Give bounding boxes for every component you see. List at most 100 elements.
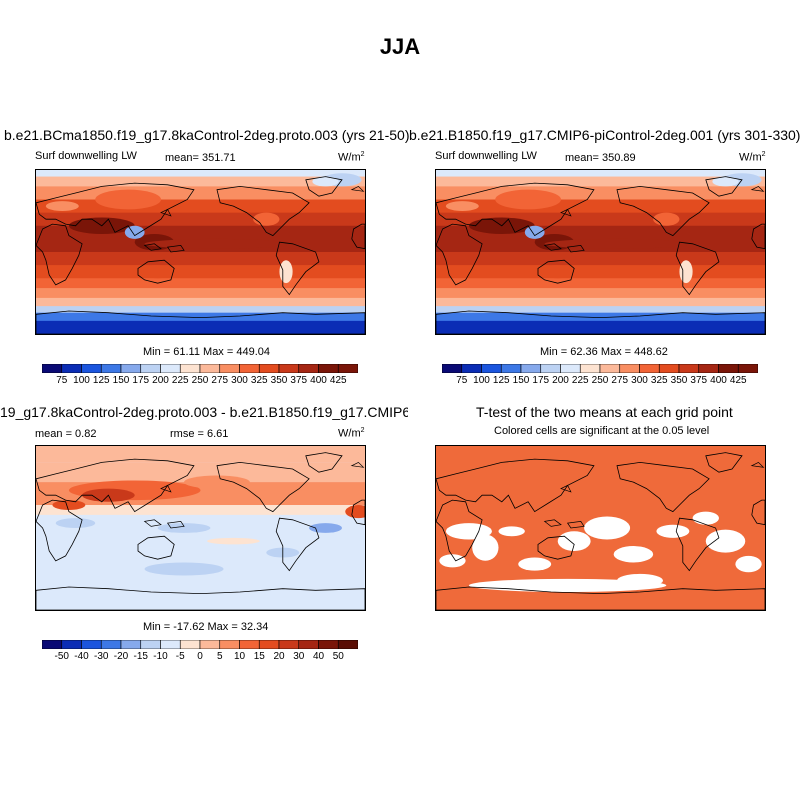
map-panel-top-left [35,169,366,335]
colorbar-tick-label: 150 [112,375,130,386]
field-band [436,297,765,307]
variable-label-top-right: Surf downwelling LW [435,150,537,162]
colorbar-box [337,364,358,373]
colorbar-tick-label: 125 [92,375,110,386]
mean-label-bottom-left: mean = 0.82 [35,428,97,440]
field-region [45,201,79,211]
colorbar-box [239,364,260,373]
nonsignificant-cell [472,534,499,561]
colorbar-tick-label: 15 [253,651,265,662]
colorbar-box [461,364,482,373]
field-band [436,288,765,299]
field-band [436,186,765,201]
colorbar-tick-label: 425 [329,375,347,386]
minmax-label-top-left: Min = 61.11 Max = 449.04 [143,346,270,358]
colorbar-tick-label: 275 [611,375,629,386]
colorbar-box [278,640,300,649]
colorbar-box [100,364,122,373]
nonsignificant-cell [656,524,690,538]
field-band [436,199,765,214]
colorbar-box [120,640,142,649]
colorbar-tick-label: 10 [233,651,246,662]
colorbar-box [179,640,201,649]
colorbar-tick-label: 200 [552,375,569,386]
difference-field-map [36,446,365,610]
colorbar-tick-label: -40 [74,651,89,662]
colorbar-tick-label: 30 [293,651,305,662]
colorbar-tick-label: -20 [113,651,129,662]
field-region [345,505,365,519]
colorbar-box [500,364,522,373]
colorbar-tick-label: 100 [73,375,90,386]
colorbar-box [619,364,640,373]
colorbar-box [258,364,280,373]
colorbar-tick-label: 325 [650,375,668,386]
nonsignificant-cell [692,511,719,525]
colorbar-box [278,364,300,373]
colorbar-box [737,364,758,373]
nonsignificant-cell [613,546,654,563]
field-band [436,265,765,279]
colorbar-tick-label: 175 [532,375,550,386]
colorbar-tick-label: 200 [152,375,169,386]
field-band [36,199,365,214]
field-band [36,446,365,463]
field-region [55,518,96,528]
units-label-bottom-left: W/m2 [338,427,365,440]
diff-field [36,446,365,610]
colorbar-tick-label: 225 [571,375,589,386]
colorbar-tick-label: 350 [270,375,288,386]
colorbar-tick-label: -50 [54,651,69,662]
field-region [524,225,545,239]
colorbar-labels-top-right: 75 100 125 150 175 200 225 250 275 300 325 350 375 40… [442,375,758,387]
colorbar-tick-label: 375 [690,375,708,386]
field-region [541,265,575,279]
colorbar-tick-label: -5 [175,651,185,662]
nonsignificant-cell [616,573,664,588]
significance-cells [436,446,765,610]
colorbar-box [298,364,319,373]
colorbar-box [140,364,161,373]
field-region [144,238,290,249]
colorbar-tick-label: -10 [153,651,168,662]
field-band [36,306,365,314]
colorbar-top-right [442,364,758,373]
colorbar-tick-label: -30 [94,651,109,662]
field-region [184,475,250,489]
colorbar-tick-label: 0 [197,651,203,662]
colorbar-box [199,640,221,649]
colorbar-tick-label: 125 [492,375,510,386]
nonsignificant-cell [705,529,746,553]
colorbar-box [698,364,719,373]
colorbar-box [579,364,601,373]
colorbar-tick-label: 5 [216,651,223,662]
panel-subtitle-bottom-right: Colored cells are significant at the 0.0… [494,425,710,437]
minmax-label-bottom-left: Min = -17.62 Max = 32.34 [143,621,269,633]
colorbar-box [298,640,319,649]
colorbar-bottom-left [42,640,358,649]
field-region [256,488,310,502]
colorbar-tick-label: 350 [670,375,688,386]
colorbar-tick-label: 75 [456,375,468,386]
colorbar-box [239,640,260,649]
colorbar-box [81,640,102,649]
field-band [36,278,365,289]
panel-title-bottom-right: T-test of the two means at each grid poi… [476,404,733,420]
colorbar-labels-bottom-left: -50 -40 -30 -20 -15 -10 -5 0 5 10 15 20 30 40 50 [42,651,358,663]
field-region [653,212,680,226]
field-region [544,238,690,249]
mean-label-top-left: mean= 351.71 [165,152,236,164]
colorbar-box [658,364,680,373]
panel-title-top-right: b.e21.B1850.f19_g17.CMIP6-piControl-2deg… [409,127,800,143]
field-region [141,265,175,279]
colorbar-tick-label: 175 [132,375,150,386]
colorbar-tick-label: 400 [310,375,327,386]
colorbar-box [179,364,201,373]
field-band [36,186,365,201]
field-region [679,260,693,284]
field-band [36,320,365,334]
colorbar-box [520,364,542,373]
colorbar-box [219,364,240,373]
field-region [207,537,260,545]
colorbar-box [258,640,280,649]
